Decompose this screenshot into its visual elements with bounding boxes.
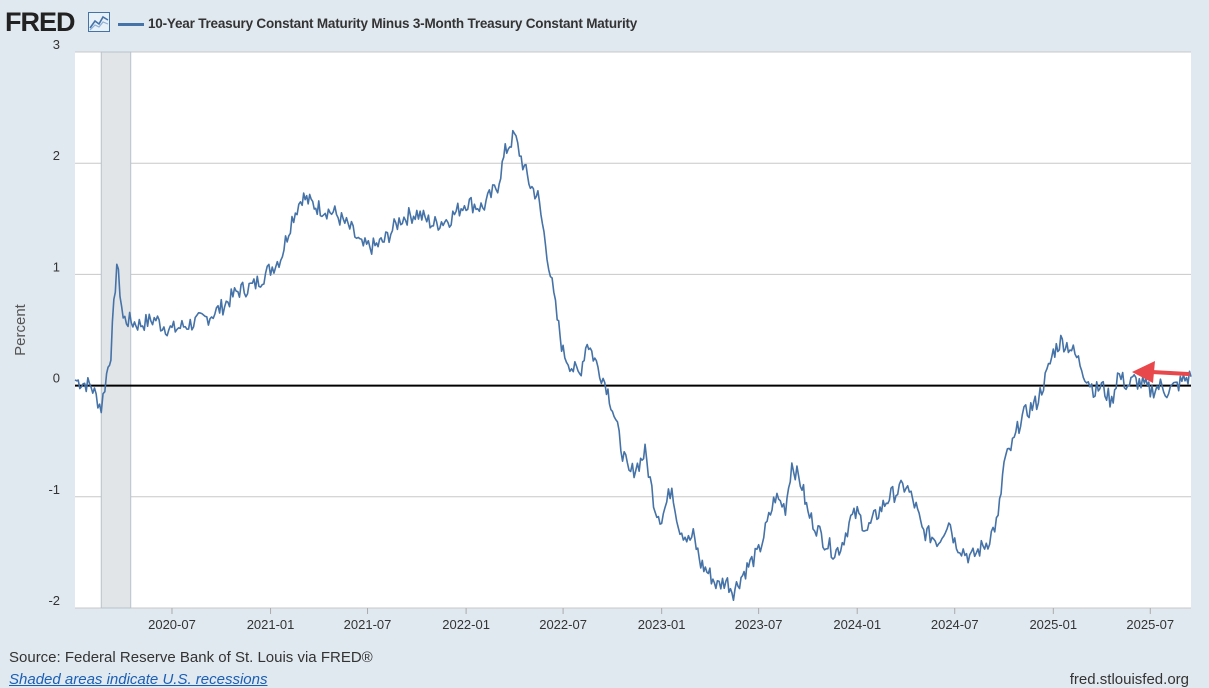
source-note: Source: Federal Reserve Bank of St. Loui…: [9, 649, 373, 666]
y-tick-label: 1: [53, 259, 60, 274]
x-tick-label: 2023-01: [638, 617, 686, 632]
recession-shade: [100, 51, 132, 609]
red-arrow-icon: [1150, 370, 1190, 376]
chart-header: FRED 10-Year Treasury Constant Maturity …: [0, 0, 1209, 46]
x-tick-label: 2022-07: [539, 617, 587, 632]
legend-swatch: [118, 23, 144, 26]
x-tick-label: 2020-07: [148, 617, 196, 632]
chart-line-icon[interactable]: [88, 12, 110, 32]
series-line: [74, 129, 1192, 602]
x-tick-label: 2025-07: [1126, 617, 1174, 632]
y-axis-label-wrap: Percent: [5, 303, 35, 356]
red-arrow-head: [1132, 361, 1155, 383]
y-tick-label: 3: [53, 37, 60, 52]
y-tick-label: -1: [48, 482, 60, 497]
recession-note-link[interactable]: Shaded areas indicate U.S. recessions: [9, 671, 268, 688]
y-tick-label: 0: [53, 371, 60, 386]
x-tick-label: 2023-07: [735, 617, 783, 632]
site-url[interactable]: fred.stlouisfed.org: [1069, 671, 1189, 688]
x-tick-label: 2022-01: [442, 617, 490, 632]
chart-plot: -2 -1 0 1 2 3 2020-07 2021-01 2021-07 2022-01 202…: [48, 37, 1192, 632]
fred-logo[interactable]: FRED: [5, 7, 75, 37]
y-tick-label: 2: [53, 148, 60, 163]
legend-label: 10-Year Treasury Constant Maturity Minus…: [148, 16, 638, 31]
x-tick-label: 2024-07: [931, 617, 979, 632]
x-tick-label: 2025-01: [1029, 617, 1077, 632]
y-tick-label: -2: [48, 593, 60, 608]
x-tick-label: 2024-01: [833, 617, 881, 632]
y-axis-label: Percent: [12, 303, 29, 356]
plot-area: [75, 52, 1191, 608]
x-tick-label: 2021-07: [344, 617, 392, 632]
x-tick-label: 2021-01: [247, 617, 295, 632]
